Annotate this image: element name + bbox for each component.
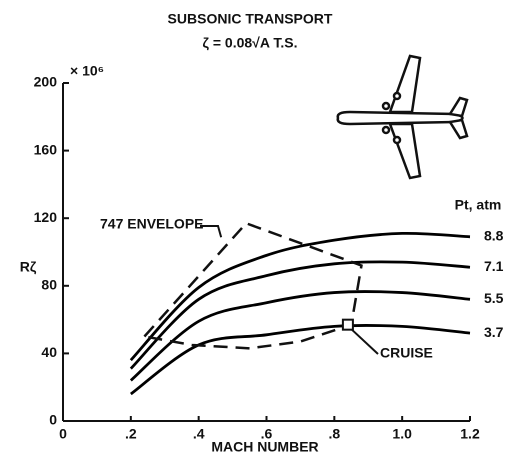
envelope: [143, 221, 363, 350]
series-label: 3.7: [484, 324, 504, 340]
series-line: [129, 260, 471, 370]
y-tick-label: 200: [34, 74, 58, 90]
x-tick-label: 0: [59, 426, 67, 442]
chart-subtitle: ζ = 0.08√A T.S.: [203, 35, 298, 51]
series-line: [129, 231, 471, 362]
x-tick-label: 1.2: [460, 426, 480, 442]
series-line: [129, 290, 471, 382]
envelope-leader: [200, 225, 223, 238]
chart-title: SUBSONIC TRANSPORT: [168, 11, 333, 27]
series-label: 8.8: [484, 227, 504, 243]
series-label: 7.1: [484, 258, 504, 274]
x-tick-label: .8: [328, 426, 340, 442]
cruise-leader: [351, 328, 379, 355]
x-tick-label: .2: [125, 426, 137, 442]
airplane-icon: [336, 54, 469, 180]
legend-title: Pt, atm: [455, 197, 502, 213]
envelope-label: 747 ENVELOPE: [100, 216, 204, 232]
cruise-point: [341, 318, 354, 331]
y-tick-label: 80: [41, 277, 57, 293]
series-line: [130, 324, 471, 396]
y-unit: × 10⁶: [70, 63, 104, 79]
x-tick-label: .6: [261, 426, 273, 442]
cruise-label: CRUISE: [380, 345, 433, 361]
y-axis-label: Rζ: [20, 259, 37, 275]
x-tick-label: 1.0: [392, 426, 412, 442]
y-tick-label: 120: [34, 209, 58, 225]
series-label: 5.5: [484, 290, 504, 306]
x-tick-label: .4: [193, 426, 205, 442]
y-tick-label: 160: [34, 141, 58, 157]
y-tick-label: 40: [41, 344, 57, 360]
y-tick-label: 0: [49, 412, 57, 428]
x-axis-label: MACH NUMBER: [211, 439, 318, 455]
